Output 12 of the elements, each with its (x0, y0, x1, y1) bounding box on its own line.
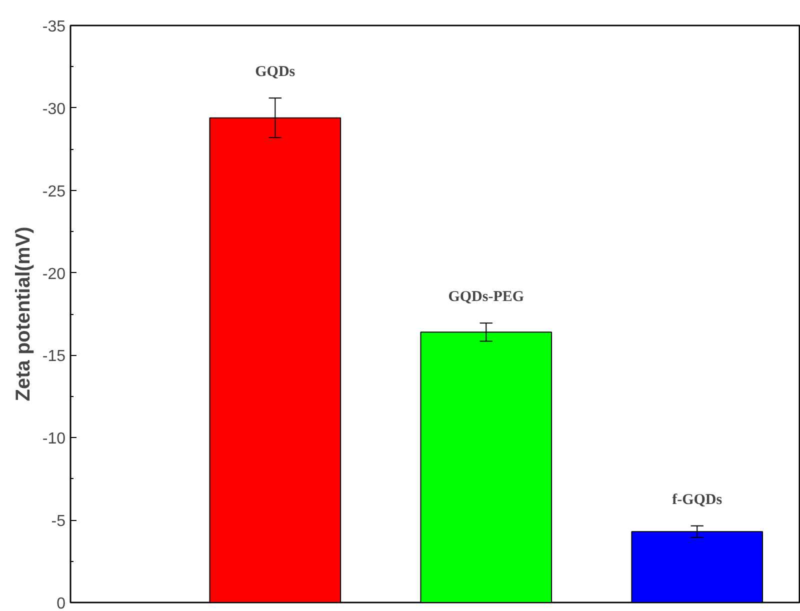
x-tick-label: GQDs-PEG (448, 289, 524, 306)
y-tick-label: -10 (42, 430, 66, 448)
y-tick-label: -25 (42, 183, 66, 200)
y-tick-label: -20 (42, 266, 66, 283)
y-axis-title: Zeta potential(mV) (12, 226, 34, 402)
y-tick-label: -30 (42, 100, 66, 118)
y-tick-label: -5 (51, 513, 66, 530)
y-tick-label: -15 (42, 348, 66, 366)
x-tick-label: f-GQDs (672, 492, 722, 508)
y-tick-label: -35 (42, 18, 66, 36)
y-tick-label: 0 (56, 596, 66, 611)
x-tick-label: GQDs (255, 64, 296, 80)
